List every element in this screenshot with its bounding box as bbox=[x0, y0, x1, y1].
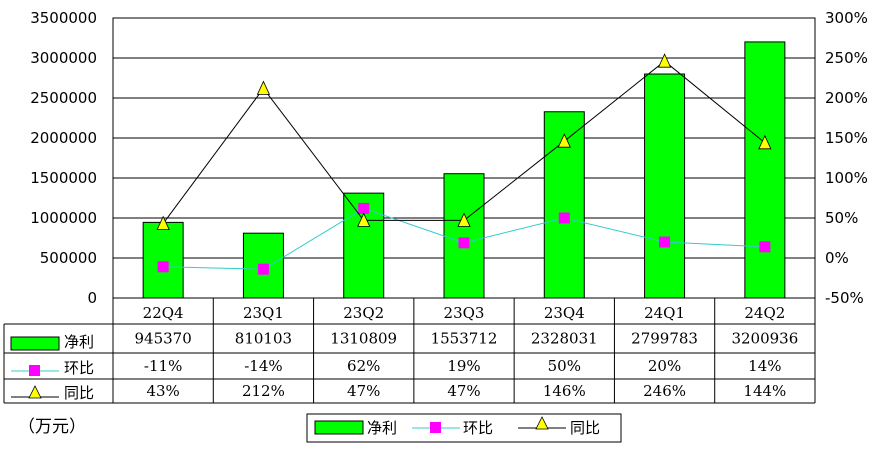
legend-key-bar bbox=[314, 420, 364, 435]
row-key-marker-qoq bbox=[29, 365, 40, 376]
point-yoy bbox=[457, 212, 471, 227]
y-right-tick-label: 250% bbox=[825, 49, 868, 67]
data-label: 146% bbox=[543, 382, 586, 400]
row-label-yoy: 同比 bbox=[64, 384, 94, 402]
row-label-qoq: 环比 bbox=[64, 359, 94, 377]
bar-net-profit bbox=[644, 73, 686, 299]
data-label: 810103 bbox=[235, 330, 292, 348]
data-label: 1553712 bbox=[431, 330, 498, 348]
y-left-tick-label: 500000 bbox=[40, 249, 97, 267]
data-label: 62% bbox=[347, 357, 380, 375]
x-tick-label: 23Q3 bbox=[444, 304, 485, 322]
row-key-marker-yoy bbox=[28, 385, 42, 399]
unit-label: （万元） bbox=[18, 417, 86, 437]
data-label: 212% bbox=[242, 382, 285, 400]
y-left-tick-label: 3000000 bbox=[30, 49, 97, 67]
point-yoy bbox=[156, 215, 170, 231]
y-left-tick-label: 1000000 bbox=[30, 209, 97, 227]
point-yoy bbox=[758, 134, 772, 150]
y-left-tick-label: 1500000 bbox=[30, 169, 97, 187]
data-label: 144% bbox=[743, 382, 786, 400]
legend-key-marker-yoy bbox=[535, 416, 549, 430]
data-label: 14% bbox=[748, 357, 781, 375]
y-left-tick-label: 3500000 bbox=[30, 9, 97, 27]
data-label: 945370 bbox=[135, 330, 192, 348]
data-label: 20% bbox=[648, 357, 681, 375]
legend-label-yoy: 同比 bbox=[570, 419, 600, 437]
bar-net-profit bbox=[443, 173, 485, 299]
x-tick-label: 23Q1 bbox=[243, 304, 284, 322]
x-tick-label: 23Q2 bbox=[343, 304, 384, 322]
data-label: 2799783 bbox=[631, 330, 698, 348]
legend-label-qoq: 环比 bbox=[463, 419, 493, 437]
point-qoq bbox=[358, 202, 370, 214]
y-left-tick-label: 2500000 bbox=[30, 89, 97, 107]
y-right-tick-label: 0% bbox=[825, 249, 849, 267]
point-yoy bbox=[256, 80, 271, 95]
point-qoq bbox=[157, 261, 169, 273]
y-left-tick-label: 0 bbox=[87, 289, 97, 307]
data-label: 246% bbox=[643, 382, 686, 400]
data-label: 3200936 bbox=[731, 330, 798, 348]
point-qoq bbox=[257, 263, 269, 275]
data-label: 1310809 bbox=[330, 330, 397, 348]
y-right-tick-label: 150% bbox=[825, 129, 868, 147]
x-tick-label: 24Q1 bbox=[644, 304, 685, 322]
y-right-tick-label: 50% bbox=[825, 209, 858, 227]
x-tick-label: 24Q2 bbox=[744, 304, 785, 322]
x-tick-label: 23Q4 bbox=[544, 304, 585, 322]
y-left-tick-label: 2000000 bbox=[30, 129, 97, 147]
point-qoq bbox=[558, 212, 570, 224]
row-label-net-profit: 净利 bbox=[64, 333, 94, 351]
y-right-tick-label: 300% bbox=[825, 9, 868, 27]
legend-key-marker-qoq bbox=[430, 422, 441, 433]
bar-net-profit bbox=[142, 221, 184, 299]
point-yoy bbox=[557, 133, 571, 148]
data-label: 19% bbox=[447, 357, 480, 375]
point-qoq bbox=[659, 236, 671, 248]
point-qoq bbox=[458, 237, 470, 249]
bar-net-profit bbox=[744, 41, 786, 299]
point-yoy bbox=[657, 53, 672, 68]
row-key-bar bbox=[10, 336, 60, 351]
point-qoq bbox=[759, 241, 771, 253]
data-label: 50% bbox=[548, 357, 581, 375]
data-label: 47% bbox=[347, 382, 380, 400]
data-label: 43% bbox=[146, 382, 179, 400]
y-right-tick-label: 100% bbox=[825, 169, 868, 187]
x-tick-label: 22Q4 bbox=[143, 304, 184, 322]
point-yoy bbox=[357, 212, 371, 227]
legend-label-net-profit: 净利 bbox=[367, 419, 397, 437]
y-right-tick-label: -50% bbox=[825, 289, 864, 307]
data-label: -14% bbox=[244, 357, 282, 375]
y-right-tick-label: 200% bbox=[825, 89, 868, 107]
data-label: 47% bbox=[447, 382, 480, 400]
data-label: -11% bbox=[144, 357, 182, 375]
data-label: 2328031 bbox=[531, 330, 598, 348]
